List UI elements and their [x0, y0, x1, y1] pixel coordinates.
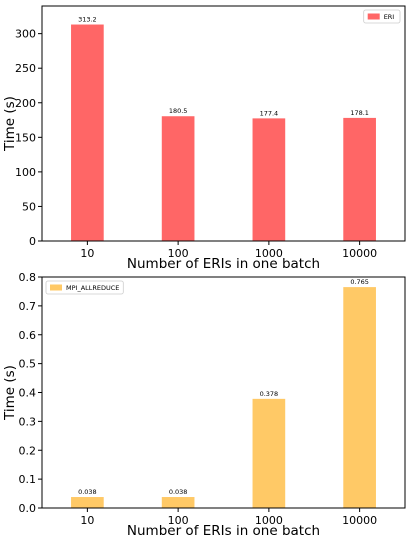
y-tick-label: 0.6 — [19, 329, 37, 342]
y-tick-label: 0.5 — [19, 358, 37, 371]
bar-100 — [161, 497, 195, 508]
legend-label: MPI_ALLREDUCE — [66, 284, 119, 292]
x-tick-label: 100 — [168, 247, 189, 260]
legend-frame — [45, 280, 124, 295]
bar-10000 — [343, 287, 376, 508]
y-tick-label: 0.0 — [19, 502, 37, 515]
data-label-100: 0.038 — [169, 488, 188, 496]
legend: ERI — [363, 9, 401, 24]
x-axis-title: Number of ERIs in one batch — [127, 523, 320, 539]
data-label-1000: 177.4 — [260, 109, 279, 117]
y-tick-label: 0.4 — [19, 387, 37, 400]
bar-100 — [161, 116, 195, 241]
legend-label: ERI — [384, 13, 395, 21]
data-label-10000: 0.765 — [350, 278, 369, 286]
x-tick-label: 1000 — [255, 514, 283, 527]
y-tick-label: 150 — [15, 131, 36, 144]
y-tick-label: 0 — [29, 235, 36, 248]
y-tick-label: 50 — [22, 200, 36, 213]
data-label-100: 180.5 — [169, 107, 188, 115]
y-tick-label: 250 — [15, 62, 36, 75]
bar-1000 — [252, 118, 286, 241]
legend-swatch — [367, 13, 380, 20]
x-tick-label: 10 — [80, 514, 94, 527]
data-label-10: 313.2 — [78, 16, 97, 24]
plot-frame — [41, 5, 406, 242]
y-tick-label: 0.8 — [19, 271, 37, 284]
y-tick-label: 0.7 — [19, 300, 37, 313]
eri-time-chart: 313.2 180.5 177.4 178.1 0 50 100 150 200 250 300 10… — [2, 5, 406, 272]
mpi-allreduce-time-chart: 0.038 0.038 0.378 0.765 0.0 0.1 0.2 0.3 0.4 0.5 0.… — [2, 271, 406, 539]
bar-10000 — [343, 117, 376, 241]
y-tick-label: 0.2 — [19, 444, 37, 457]
data-label-1000: 0.378 — [260, 390, 279, 398]
bar-1000 — [252, 398, 286, 508]
x-tick-label: 10000 — [342, 514, 377, 527]
legend: MPI_ALLREDUCE — [45, 280, 124, 295]
y-tick-label: 100 — [15, 166, 36, 179]
x-axis-title: Number of ERIs in one batch — [127, 256, 320, 272]
x-tick-label: 100 — [168, 514, 189, 527]
x-tick-label: 10000 — [342, 247, 377, 260]
legend-frame — [363, 9, 401, 24]
y-tick-label: 300 — [15, 28, 36, 41]
y-tick-label: 200 — [15, 97, 36, 110]
bar-10 — [71, 24, 104, 241]
x-tick-label: 10 — [80, 247, 94, 260]
x-tick-label: 1000 — [255, 247, 283, 260]
y-tick-label: 0.3 — [19, 415, 37, 428]
data-label-10000: 178.1 — [350, 109, 369, 117]
y-axis-title: Time (s) — [2, 365, 18, 421]
bar-10 — [71, 497, 104, 508]
y-tick-label: 0.1 — [19, 473, 37, 486]
data-label-10: 0.038 — [78, 488, 97, 496]
legend-swatch — [50, 284, 62, 291]
y-axis-title: Time (s) — [2, 96, 18, 152]
